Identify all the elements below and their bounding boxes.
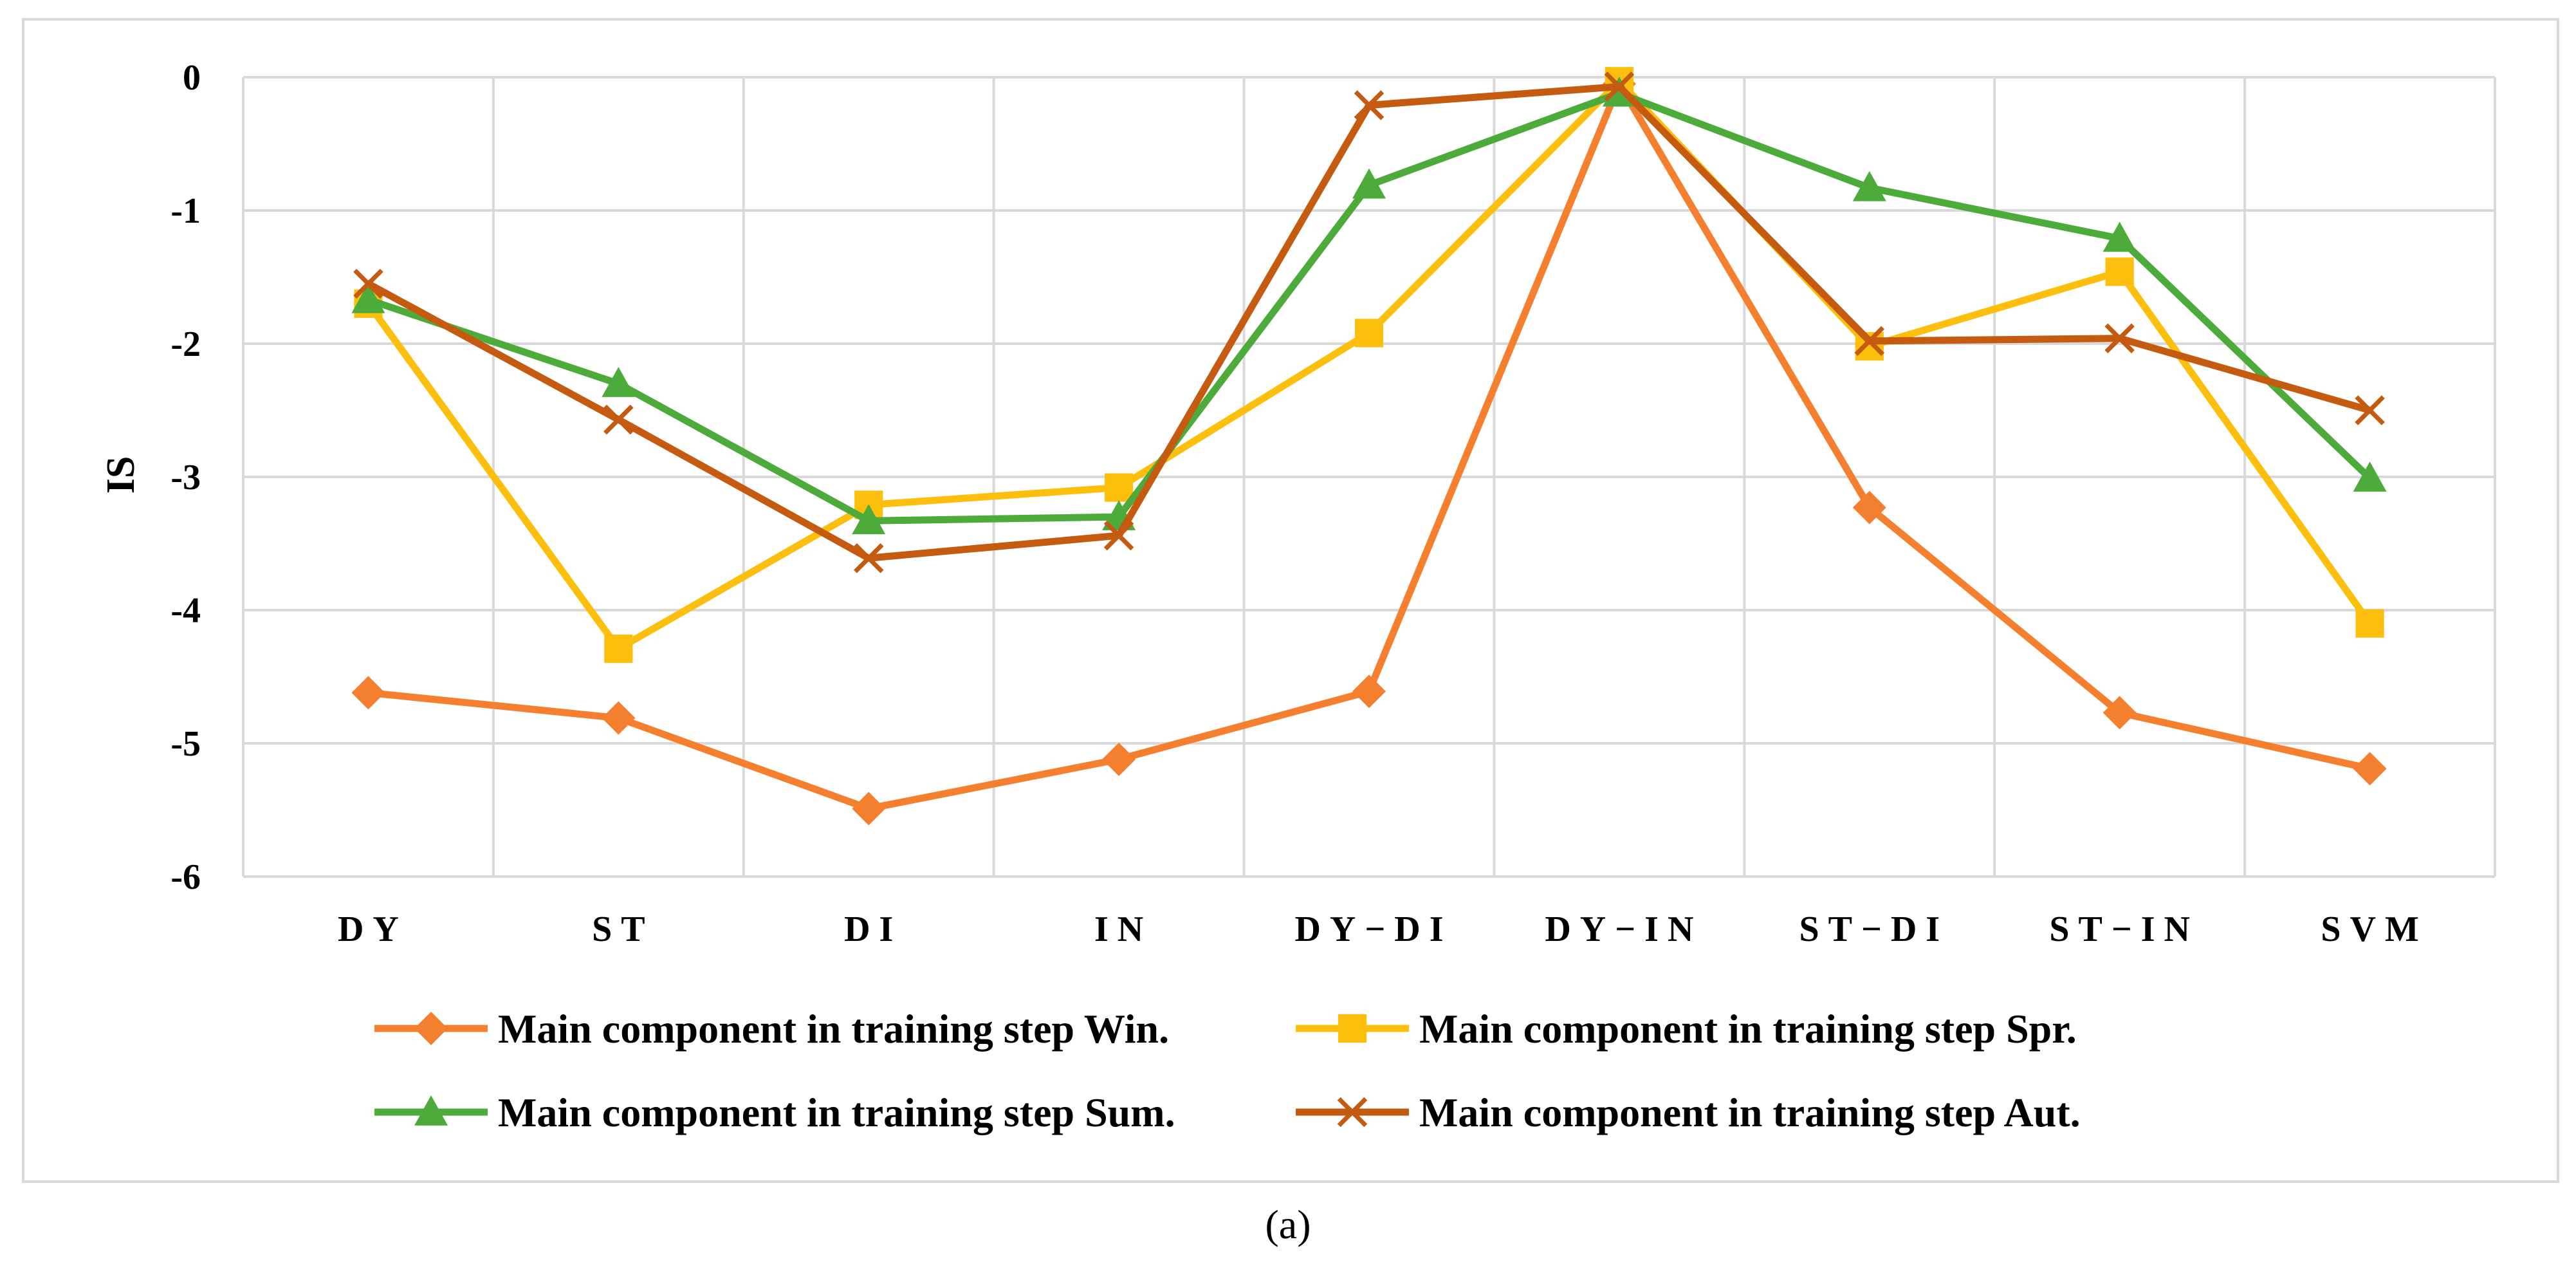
data-point <box>2353 461 2387 492</box>
data-point <box>1854 326 1885 357</box>
y-tick-label: -4 <box>170 591 201 631</box>
x-tick-label: ST <box>592 909 654 949</box>
legend-swatch-marker <box>1338 1014 1367 1043</box>
data-point <box>2102 221 2137 252</box>
series-4 <box>353 71 2385 573</box>
x-tick-label: DY−DI <box>1294 909 1452 949</box>
data-point <box>604 634 633 664</box>
legend-item: Main component in training step Aut. <box>1296 1090 2081 1135</box>
x-tick-label: IN <box>1094 909 1152 949</box>
legend-label: Main component in training step Win. <box>498 1006 1169 1052</box>
x-tick-label: ST−IN <box>2049 909 2199 949</box>
series-lines <box>351 67 2387 826</box>
data-point <box>2104 323 2135 353</box>
data-point <box>2105 257 2134 286</box>
data-point <box>1354 319 1384 348</box>
chart-frame <box>22 18 2559 1183</box>
data-point <box>852 792 886 826</box>
y-tick-label: -6 <box>170 857 201 897</box>
data-point <box>1103 520 1134 551</box>
data-point <box>1852 171 1886 201</box>
data-point <box>852 504 886 535</box>
data-point <box>1604 71 1635 102</box>
data-point <box>2102 696 2137 730</box>
x-tick-label: DY−IN <box>1545 909 1702 949</box>
data-point <box>603 404 634 435</box>
data-point <box>602 367 636 397</box>
data-point <box>602 701 636 735</box>
data-point <box>1352 674 1386 709</box>
data-point <box>1102 742 1136 776</box>
legend-label: Main component in training step Spr. <box>1419 1006 2077 1052</box>
series-1 <box>351 67 2387 826</box>
data-point <box>1852 490 1886 525</box>
x-tick-labels: DY ST DI IN DY−DI DY−IN ST−DI ST−IN SVM <box>338 909 2427 949</box>
legend-swatch-marker <box>414 1095 448 1126</box>
legend-item: Main component in training step Spr. <box>1296 1006 2077 1052</box>
legend-item: Main component in training step Sum. <box>374 1090 1175 1135</box>
legend-item: Main component in training step Win. <box>374 1006 1169 1052</box>
data-point <box>351 283 385 313</box>
x-tick-label: DY <box>338 909 408 949</box>
y-tick-label: -2 <box>170 324 201 364</box>
x-tick-label: SVM <box>2321 909 2427 949</box>
data-point <box>1354 90 1385 120</box>
x-tick-label: DI <box>844 909 902 949</box>
legend-swatch-marker <box>414 1012 448 1045</box>
x-tick-label: ST−DI <box>1799 909 1949 949</box>
data-point <box>2353 752 2387 786</box>
legend: Main component in training step Win. Main… <box>374 1006 2081 1135</box>
data-point <box>853 543 884 573</box>
y-axis-title: IS <box>99 456 143 494</box>
y-tick-labels: -6 -5 -4 -3 -2 -1 0 <box>170 58 201 897</box>
legend-label: Main component in training step Aut. <box>1419 1090 2081 1135</box>
data-point <box>1352 168 1386 199</box>
data-point <box>353 268 383 299</box>
y-tick-label: 0 <box>183 58 201 98</box>
legend-label: Main component in training step Sum. <box>498 1090 1175 1135</box>
data-point <box>1105 473 1134 502</box>
y-tick-label: -3 <box>170 458 201 497</box>
y-tick-label: -5 <box>170 724 201 764</box>
data-point <box>351 676 385 710</box>
y-tick-label: -1 <box>170 191 201 231</box>
data-point <box>2355 609 2384 638</box>
legend-swatch-marker <box>1337 1097 1368 1128</box>
figure-caption: (a) <box>1265 1202 1311 1247</box>
data-point <box>2355 395 2385 425</box>
